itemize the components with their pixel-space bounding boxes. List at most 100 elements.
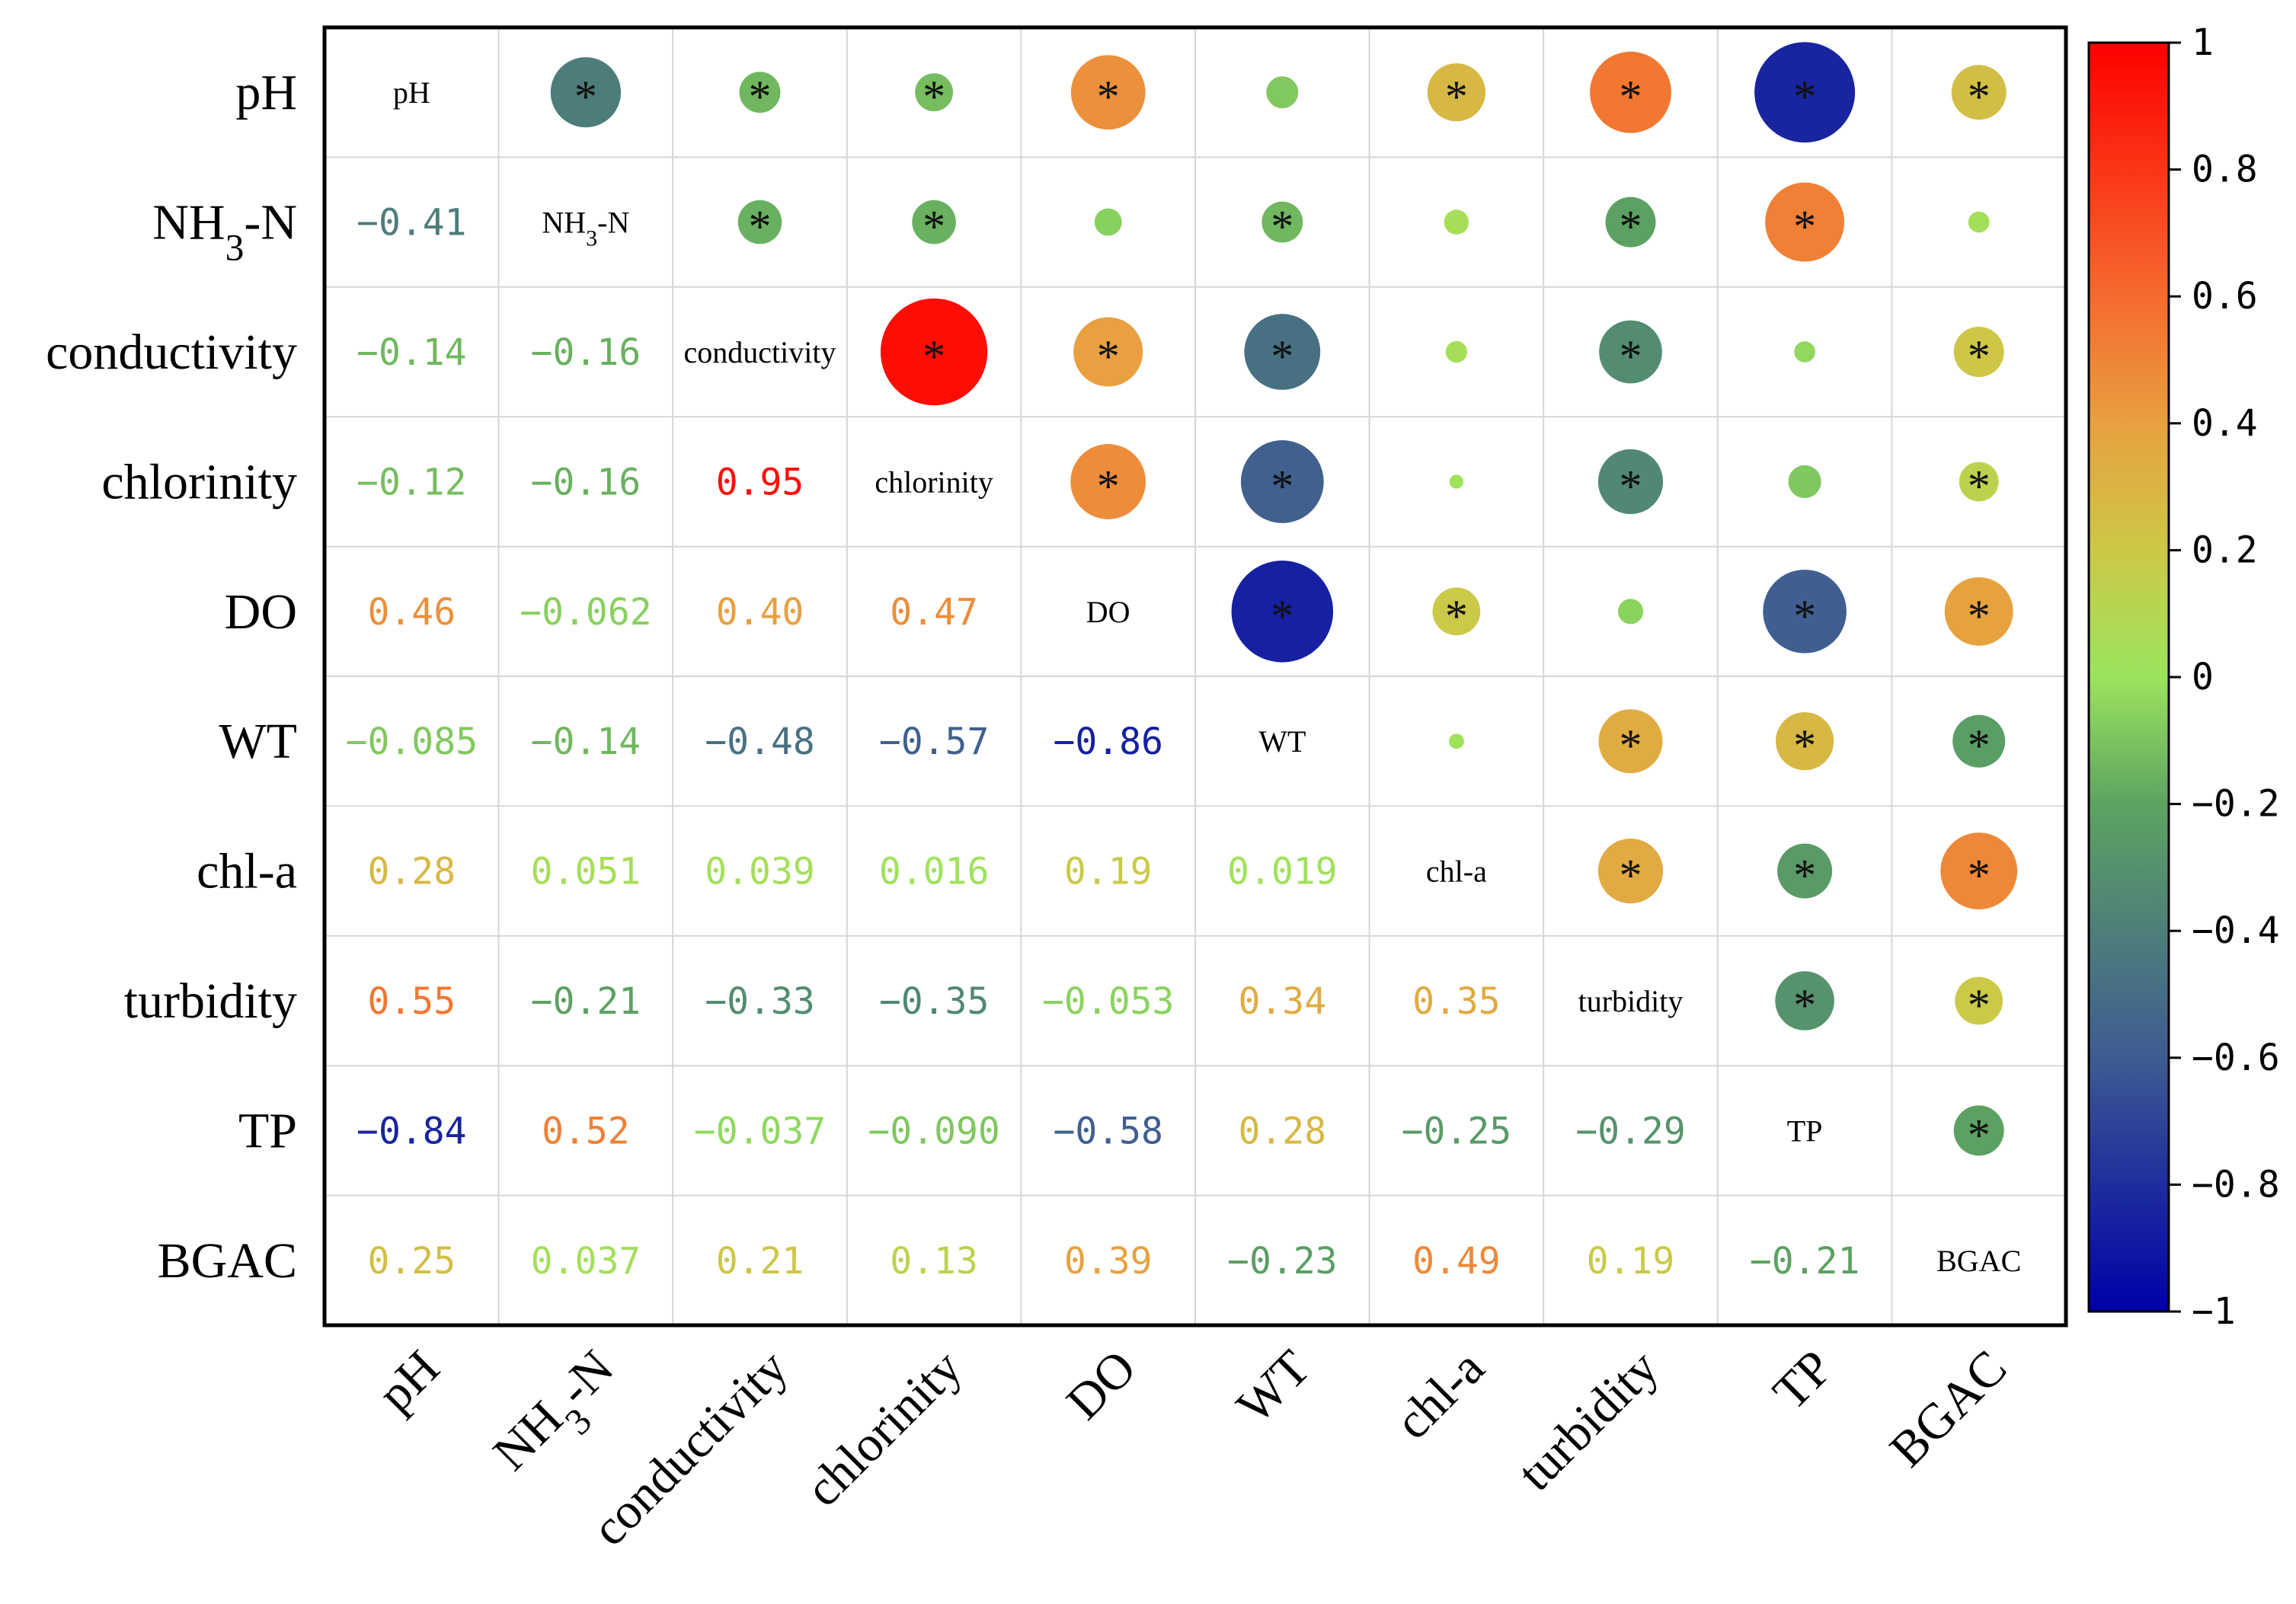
correlation-circle [1605,197,1656,248]
coefficient-label: 0.52 [542,1110,630,1152]
correlation-circle [1444,209,1469,235]
correlation-circle [1955,976,2003,1025]
coefficient-label: −0.037 [694,1110,826,1152]
correlation-circle [1244,314,1321,390]
coefficient-label: 0.19 [1064,851,1153,893]
y-axis-label: turbidity [124,973,297,1029]
coefficient-label: 0.19 [1587,1240,1675,1283]
y-axis-label: pH [235,65,297,120]
significance-marker: * [1271,461,1293,511]
y-axis-label: TP [238,1103,297,1158]
correlation-circle [1777,843,1833,899]
significance-marker: * [1793,202,1816,252]
coefficient-label: −0.57 [879,721,990,763]
coefficient-label: 0.39 [1064,1240,1153,1283]
coefficient-label: 0.34 [1239,980,1327,1023]
coefficient-label: −0.090 [868,1110,999,1152]
coefficient-label: 0.55 [368,980,456,1023]
coefficient-label: 0.28 [1239,1110,1327,1152]
coefficient-label: −0.12 [357,461,467,503]
coefficient-label: −0.062 [520,591,651,634]
coefficient-label: 0.039 [705,851,815,893]
coefficient-label: −0.58 [1053,1110,1163,1152]
correlation-circle [1597,839,1664,904]
correlation-circle [1231,561,1334,663]
coefficient-label: −0.14 [357,331,467,374]
correlation-circle [1968,211,1990,233]
y-axis-label: NH3-N [152,195,297,269]
correlation-circle [1073,317,1143,387]
significance-marker: * [1271,591,1293,641]
correlation-circle [915,73,954,112]
correlation-circle [1794,341,1815,363]
colorbar-tick-label: 0.6 [2192,275,2258,318]
x-axis-label: NH3-N [483,1340,637,1494]
correlation-circle [1951,65,2007,120]
significance-marker: * [749,72,772,122]
coefficient-label: −0.48 [705,721,815,763]
colorbar-tick-label: 0 [2192,656,2214,698]
diagonal-label: NH3-N [542,206,629,251]
coefficient-label: 0.46 [368,591,456,634]
correlation-circle [550,57,622,128]
correlation-circle [1070,55,1146,130]
colorbar [2087,41,2170,1313]
colorbar-tick-label: −0.4 [2192,909,2280,952]
significance-marker: * [1968,331,1991,382]
y-axis-label: WT [219,714,297,769]
correlation-circle [1959,462,1999,502]
significance-marker: * [1620,851,1642,901]
correlation-circle [880,298,988,406]
significance-marker: * [923,202,945,252]
correlation-circle [1266,76,1299,109]
x-axis-label: chlorinity [795,1340,973,1517]
diagonal-label: chlorinity [875,465,993,499]
colorbar-tick-label: −1 [2192,1290,2236,1333]
significance-marker: * [1445,72,1468,122]
coefficient-label: −0.053 [1042,980,1174,1023]
significance-marker: * [923,72,945,122]
significance-marker: * [749,202,772,252]
coefficient-label: −0.14 [531,721,641,763]
coefficient-label: −0.21 [531,980,641,1023]
correlation-circle [1953,327,2004,377]
significance-marker: * [1097,331,1120,382]
significance-marker: * [1620,72,1642,122]
correlation-circle [1952,714,2006,768]
coefficient-label: −0.16 [531,461,641,503]
coefficient-label: 0.35 [1412,980,1501,1023]
colorbar-tick-label: 0.8 [2192,149,2258,191]
plot-frame [322,25,2068,1328]
colorbar-tick-label: −0.8 [2192,1163,2280,1206]
coefficient-label: 0.49 [1412,1240,1501,1283]
y-axis-label: BGAC [158,1233,297,1289]
coefficient-label: 0.95 [716,461,804,503]
colorbar-tick-label: −0.2 [2192,783,2280,826]
correlation-circle [1597,449,1664,514]
correlation-circle [1240,440,1324,523]
x-axis-label: TP [1763,1340,1844,1420]
coefficient-label: 0.25 [368,1240,456,1283]
coefficient-label: −0.86 [1053,721,1163,763]
coefficient-label: −0.085 [346,721,478,763]
significance-marker: * [574,72,597,122]
coefficient-label: −0.35 [879,980,990,1023]
colorbar-tick-label: −0.6 [2192,1037,2280,1079]
diagonal-label: DO [1086,595,1130,629]
coefficient-label: −0.29 [1575,1110,1686,1152]
correlation-circle [1590,51,1671,133]
coefficient-label: −0.16 [531,331,641,374]
coefficient-label: 0.47 [890,591,978,634]
diagonal-label: TP [1787,1114,1823,1148]
correlation-circle [1775,971,1834,1030]
correlation-circle [1598,709,1663,774]
x-axis-label: turbidity [1508,1340,1669,1501]
significance-marker: * [1968,851,1991,901]
diagonal-label: WT [1258,724,1306,759]
colorbar-tick-label: 0.2 [2192,529,2258,571]
coefficient-label: 0.28 [368,851,456,893]
coefficient-label: 0.051 [531,851,641,893]
significance-marker: * [1445,591,1468,641]
correlation-circle [739,72,781,113]
